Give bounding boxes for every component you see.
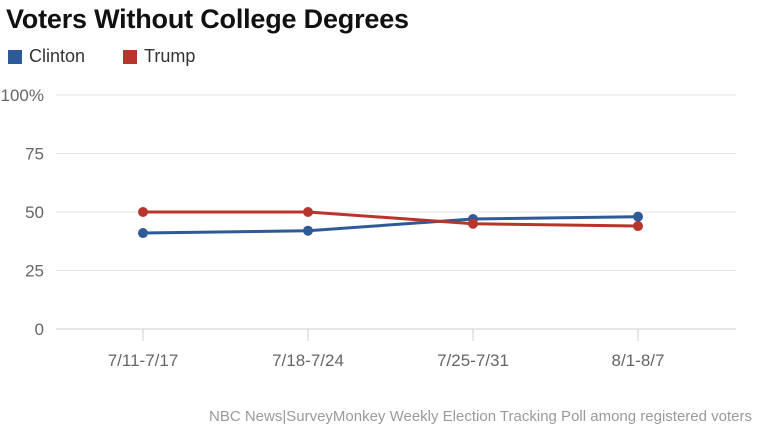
x-tick-label: 7/18-7/24 bbox=[272, 351, 344, 370]
x-tick-label: 8/1-8/7 bbox=[612, 351, 665, 370]
data-point-clinton[interactable] bbox=[303, 225, 313, 236]
series-trump bbox=[138, 207, 643, 232]
legend-swatch-trump bbox=[123, 49, 138, 64]
y-tick-label: 25 bbox=[25, 262, 44, 281]
legend-swatch-clinton bbox=[8, 49, 22, 64]
series-line-clinton bbox=[141, 215, 640, 235]
legend-item-clinton: Clinton bbox=[8, 46, 85, 67]
series-line-trump bbox=[141, 210, 640, 228]
data-point-clinton[interactable] bbox=[633, 211, 643, 222]
x-tick-label: 7/11-7/17 bbox=[108, 351, 179, 370]
legend-label-trump: Trump bbox=[144, 46, 196, 66]
x-axis-ticks: 7/11-7/17 7/18-7/24 7/25-7/31 8/1-8/7 bbox=[108, 329, 665, 370]
data-point-trump[interactable] bbox=[633, 221, 643, 232]
x-tick-label: 7/25-7/31 bbox=[437, 351, 509, 370]
chart-title: Voters Without College Degrees bbox=[6, 4, 409, 34]
y-tick-label: 100% bbox=[1, 86, 44, 105]
data-point-trump[interactable] bbox=[303, 207, 313, 217]
series-lines bbox=[138, 207, 643, 239]
y-tick-label: 0 bbox=[35, 320, 44, 339]
legend-label-clinton: Clinton bbox=[29, 46, 86, 66]
data-point-trump[interactable] bbox=[468, 218, 478, 229]
y-tick-label: 50 bbox=[25, 203, 44, 222]
data-point-clinton[interactable] bbox=[138, 228, 148, 239]
chart-legend: Clinton Trump bbox=[8, 46, 233, 67]
data-point-trump[interactable] bbox=[138, 207, 148, 217]
y-axis-tick-labels: 0 25 50 75 100% bbox=[1, 86, 44, 339]
legend-item-trump: Trump bbox=[123, 46, 195, 67]
source-note: NBC News|SurveyMonkey Weekly Election Tr… bbox=[208, 408, 752, 425]
y-tick-label: 75 bbox=[25, 145, 44, 164]
